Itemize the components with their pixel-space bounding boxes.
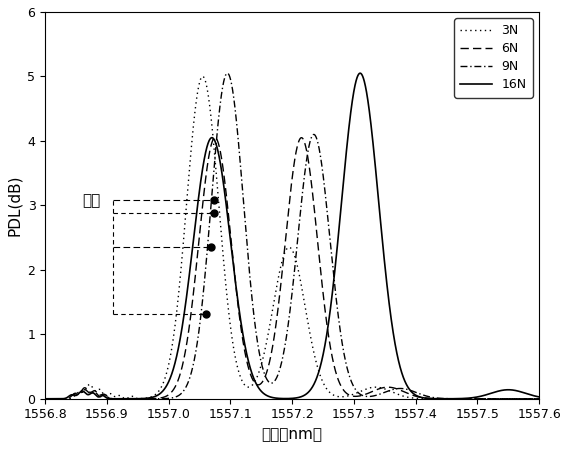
6N <box>298 135 305 141</box>
9N <box>62 396 69 401</box>
Line: 16N: 16N <box>45 73 539 399</box>
6N <box>509 396 516 401</box>
6N <box>72 391 78 396</box>
9N <box>283 332 290 337</box>
16N <box>42 396 49 401</box>
Line: 3N: 3N <box>45 76 539 399</box>
3N <box>72 393 78 398</box>
3N <box>283 246 290 251</box>
Line: 6N: 6N <box>45 138 539 399</box>
9N <box>42 396 49 401</box>
6N <box>283 225 290 230</box>
3N <box>536 396 542 401</box>
6N <box>536 396 542 401</box>
3N <box>139 396 145 401</box>
3N <box>42 396 49 401</box>
3N <box>44 396 51 401</box>
9N <box>509 396 516 401</box>
16N <box>139 396 145 401</box>
3N <box>62 396 69 401</box>
Text: 质心: 质心 <box>82 193 101 208</box>
16N <box>536 394 542 400</box>
3N <box>509 396 516 401</box>
6N <box>139 396 145 401</box>
6N <box>44 396 51 401</box>
16N <box>72 393 78 398</box>
Line: 9N: 9N <box>45 73 539 399</box>
9N <box>44 396 51 401</box>
16N <box>509 387 516 393</box>
9N <box>224 70 231 76</box>
Y-axis label: PDL(dB): PDL(dB) <box>7 175 22 236</box>
6N <box>62 396 69 401</box>
9N <box>536 396 542 401</box>
16N <box>283 396 290 401</box>
16N <box>62 396 69 401</box>
16N <box>357 70 364 76</box>
9N <box>139 396 145 401</box>
Legend: 3N, 6N, 9N, 16N: 3N, 6N, 9N, 16N <box>454 18 533 98</box>
9N <box>72 392 78 397</box>
X-axis label: 波长（nm）: 波长（nm） <box>262 427 323 442</box>
3N <box>199 74 206 79</box>
16N <box>44 396 51 401</box>
6N <box>42 396 49 401</box>
